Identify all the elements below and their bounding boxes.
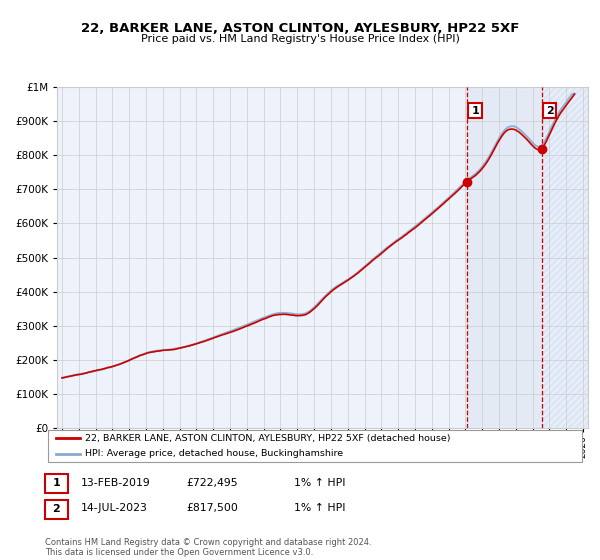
22, BARKER LANE, ASTON CLINTON, AYLESBURY, HP22 5XF (detached house) bbox=[262, 315, 269, 322]
22, BARKER LANE, ASTON CLINTON, AYLESBURY, HP22 5XF (detached house) bbox=[58, 375, 65, 381]
HPI: Average price, detached house, Buckinghamshire: (2e+03, 1.48e+05): Average price, detached house, Buckingha… bbox=[58, 375, 65, 381]
Line: 22, BARKER LANE, ASTON CLINTON, AYLESBURY, HP22 5XF (detached house): 22, BARKER LANE, ASTON CLINTON, AYLESBUR… bbox=[62, 94, 575, 378]
22, BARKER LANE, ASTON CLINTON, AYLESBURY, HP22 5XF (detached house) bbox=[571, 91, 578, 97]
Text: 14-JUL-2023: 14-JUL-2023 bbox=[81, 503, 148, 514]
Text: 22, BARKER LANE, ASTON CLINTON, AYLESBURY, HP22 5XF: 22, BARKER LANE, ASTON CLINTON, AYLESBUR… bbox=[81, 22, 519, 35]
FancyBboxPatch shape bbox=[48, 430, 582, 462]
Bar bbox=[542, 87, 600, 428]
Text: 2: 2 bbox=[53, 504, 60, 514]
HPI: Average price, detached house, Buckinghamshire: (2e+03, 1.93e+05): Average price, detached house, Buckingha… bbox=[120, 359, 127, 366]
Text: 13-FEB-2019: 13-FEB-2019 bbox=[81, 478, 151, 488]
Text: 2: 2 bbox=[546, 106, 554, 116]
HPI: Average price, detached house, Buckinghamshire: (2.03e+03, 9.8e+05): Average price, detached house, Buckingha… bbox=[571, 90, 578, 97]
22, BARKER LANE, ASTON CLINTON, AYLESBURY, HP22 5XF (detached house) bbox=[431, 208, 438, 215]
22, BARKER LANE, ASTON CLINTON, AYLESBURY, HP22 5XF (detached house) bbox=[120, 359, 127, 366]
HPI: Average price, detached house, Buckinghamshire: (2.02e+03, 6.32e+05): Average price, detached house, Buckingha… bbox=[428, 209, 436, 216]
Text: HPI: Average price, detached house, Buckinghamshire: HPI: Average price, detached house, Buck… bbox=[85, 449, 344, 459]
HPI: Average price, detached house, Buckinghamshire: (2e+03, 2.83e+05): Average price, detached house, Buckingha… bbox=[226, 328, 233, 335]
Text: 1: 1 bbox=[471, 106, 479, 116]
Text: 22, BARKER LANE, ASTON CLINTON, AYLESBURY, HP22 5XF (detached house): 22, BARKER LANE, ASTON CLINTON, AYLESBUR… bbox=[85, 434, 451, 443]
22, BARKER LANE, ASTON CLINTON, AYLESBURY, HP22 5XF (detached house) bbox=[381, 248, 388, 254]
Text: £722,495: £722,495 bbox=[186, 478, 238, 488]
Line: HPI: Average price, detached house, Buckinghamshire: HPI: Average price, detached house, Buck… bbox=[62, 94, 575, 378]
Bar bbox=[467, 87, 542, 428]
22, BARKER LANE, ASTON CLINTON, AYLESBURY, HP22 5XF (detached house) bbox=[428, 211, 436, 217]
Text: Contains HM Land Registry data © Crown copyright and database right 2024.
This d: Contains HM Land Registry data © Crown c… bbox=[45, 538, 371, 557]
Text: Price paid vs. HM Land Registry's House Price Index (HPI): Price paid vs. HM Land Registry's House … bbox=[140, 34, 460, 44]
Text: 1: 1 bbox=[53, 478, 60, 488]
FancyBboxPatch shape bbox=[45, 474, 68, 493]
HPI: Average price, detached house, Buckinghamshire: (2.01e+03, 3.25e+05): Average price, detached house, Buckingha… bbox=[262, 314, 269, 320]
HPI: Average price, detached house, Buckinghamshire: (2.03e+03, 9.8e+05): Average price, detached house, Buckingha… bbox=[569, 90, 577, 97]
FancyBboxPatch shape bbox=[45, 500, 68, 519]
Text: £817,500: £817,500 bbox=[186, 503, 238, 514]
Bar bbox=[542, 87, 600, 428]
22, BARKER LANE, ASTON CLINTON, AYLESBURY, HP22 5XF (detached house) bbox=[226, 329, 233, 336]
HPI: Average price, detached house, Buckinghamshire: (2.01e+03, 5.23e+05): Average price, detached house, Buckingha… bbox=[381, 246, 388, 253]
Text: 1% ↑ HPI: 1% ↑ HPI bbox=[294, 503, 346, 514]
Text: 1% ↑ HPI: 1% ↑ HPI bbox=[294, 478, 346, 488]
HPI: Average price, detached house, Buckinghamshire: (2.02e+03, 6.38e+05): Average price, detached house, Buckingha… bbox=[431, 207, 438, 214]
